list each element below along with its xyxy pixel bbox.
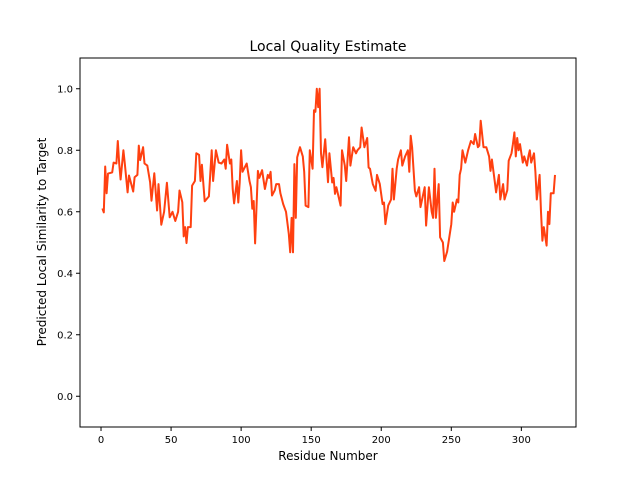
axis-ticks: 0 50 100 150 200 250 300 0.0 0.2 0.4 0.6 0.8 1.0 — [57, 84, 531, 446]
plot-frame — [79, 57, 577, 428]
y-axis-label: Predicted Local Similarity to Target — [35, 137, 49, 346]
x-tick-label: 200 — [372, 435, 391, 446]
y-tick-label: 1.0 — [57, 84, 73, 95]
x-tick-label: 300 — [512, 435, 531, 446]
y-tick-label: 0.2 — [57, 330, 73, 341]
x-tick-label: 100 — [232, 435, 251, 446]
x-tick-label: 250 — [442, 435, 461, 446]
x-tick-label: 0 — [98, 435, 104, 446]
y-tick-label: 0.4 — [57, 269, 73, 280]
series-line — [101, 87, 556, 262]
y-tick-label: 0.0 — [57, 392, 73, 403]
x-tick-label: 50 — [165, 435, 178, 446]
x-axis-label: Residue Number — [278, 449, 377, 463]
x-tick-label: 150 — [302, 435, 321, 446]
y-tick-label: 0.6 — [57, 207, 73, 218]
y-tick-label: 0.8 — [57, 146, 73, 157]
chart-title: Local Quality Estimate — [249, 39, 406, 55]
